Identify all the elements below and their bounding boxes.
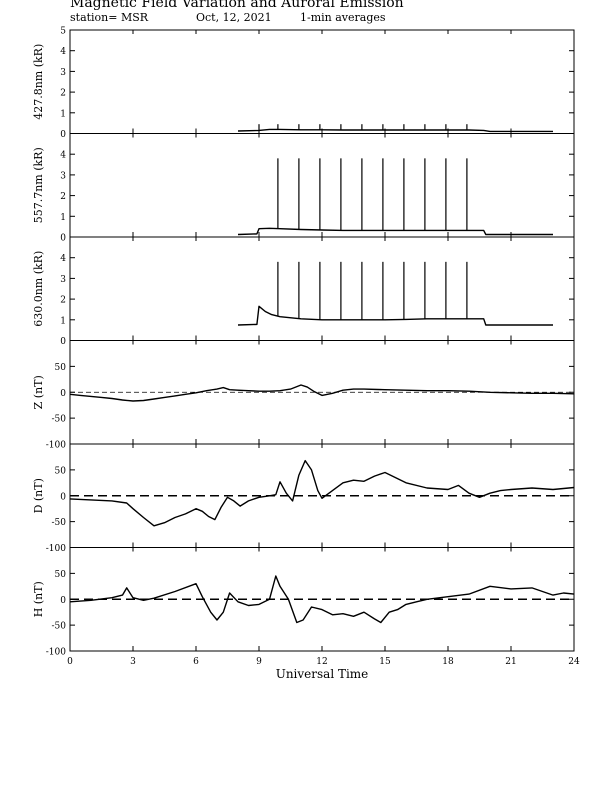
y-tick-label: 3: [60, 171, 66, 181]
y-axis-label: H (nT): [32, 581, 45, 617]
averaging-label: 1-min averages: [300, 11, 386, 24]
y-tick-label: 2: [60, 192, 66, 202]
x-tick-label: 0: [67, 657, 73, 667]
panel-6: -100 -50 0 50 H (nT): [32, 547, 575, 658]
y-tick-label: -100: [46, 441, 66, 451]
y-tick-label: -50: [52, 518, 67, 528]
y-tick-label: -50: [52, 622, 67, 632]
x-tick-label: 24: [568, 657, 580, 667]
series-line: [69, 384, 575, 402]
x-axis-label: Universal Time: [276, 667, 369, 681]
y-tick-label: 50: [55, 466, 67, 476]
y-tick-label: 1: [60, 213, 66, 223]
y-tick-label: 1: [60, 109, 66, 119]
x-tick-label: 12: [316, 657, 327, 667]
panel-1: 0 1 2 3 4 5 427.8nm (kR): [32, 27, 575, 140]
x-tick-label: 3: [130, 657, 136, 667]
panel-2: 0 1 2 3 4 557.7nm (kR): [32, 133, 575, 244]
y-tick-label: 0: [60, 492, 66, 502]
y-tick-label: 0: [60, 596, 66, 606]
y-tick-label: 50: [55, 363, 67, 373]
panel-frame: [69, 29, 575, 134]
x-tick-label: 9: [256, 657, 262, 667]
x-tick-label: 15: [379, 657, 391, 667]
y-tick-label: 3: [60, 275, 66, 285]
x-tick-label: 21: [505, 657, 516, 667]
y-axis-label: Z (nT): [32, 375, 45, 409]
station-label: station= MSR: [70, 11, 149, 24]
y-tick-label: 4: [60, 47, 66, 57]
y-axis-label: D (nT): [32, 478, 45, 513]
y-axis-label: 630.0nm (kR): [32, 251, 45, 327]
y-tick-label: 0: [60, 234, 66, 244]
x-tick-label: 18: [442, 657, 454, 667]
y-tick-label: 4: [60, 151, 66, 161]
chart-header: Magnetic Field Variation and Auroral Emi…: [70, 0, 610, 25]
panel-5: -100 -50 0 50 D (nT): [32, 443, 575, 554]
y-tick-label: 0: [60, 337, 66, 347]
panel-3: 0 1 2 3 4 630.0nm (kR): [32, 236, 575, 347]
y-tick-label: 4: [60, 254, 66, 264]
series-line: [237, 227, 553, 236]
y-tick-label: -50: [52, 415, 67, 425]
y-tick-label: 0: [60, 389, 66, 399]
y-tick-label: 1: [60, 316, 66, 326]
series-line: [237, 128, 553, 133]
y-tick-label: -100: [46, 648, 66, 658]
y-axis-label: 557.7nm (kR): [32, 147, 45, 223]
y-tick-label: 3: [60, 68, 66, 78]
panel-4: -100 -50 0 50 Z (nT): [32, 340, 575, 451]
y-tick-label: 5: [60, 27, 66, 37]
y-tick-label: 50: [55, 570, 67, 580]
x-tick-label: 6: [193, 657, 199, 667]
y-tick-label: -100: [46, 544, 66, 554]
chart-subtitle: station= MSR Oct, 12, 2021 1-min average…: [70, 11, 610, 25]
series-line: [69, 575, 575, 624]
y-tick-label: 2: [60, 296, 66, 306]
y-axis-label: 427.8nm (kR): [32, 44, 45, 120]
series-line: [237, 305, 553, 326]
series-line: [69, 459, 575, 527]
y-tick-label: 0: [60, 130, 66, 140]
y-tick-label: 2: [60, 89, 66, 99]
panel-frame: [69, 133, 575, 238]
date-label: Oct, 12, 2021: [196, 11, 272, 24]
chart-title: Magnetic Field Variation and Auroral Emi…: [70, 0, 404, 11]
